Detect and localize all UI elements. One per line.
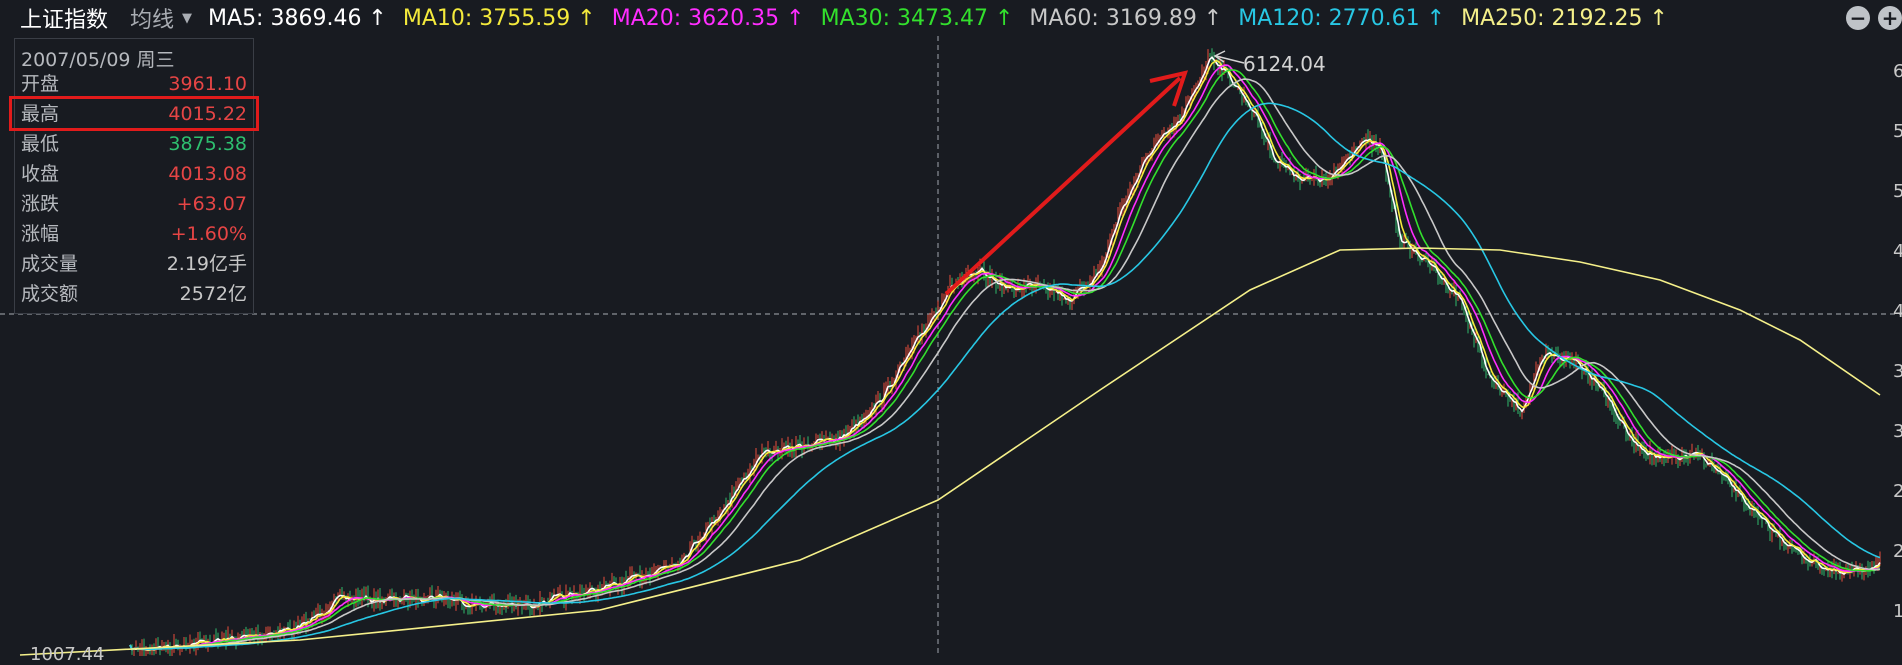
info-row-change: 涨跌 +63.07	[15, 189, 253, 219]
ma20-line	[129, 64, 1881, 651]
price-chart[interactable]: 6 5 5 4 4 3 3 2 2 1	[0, 36, 1902, 656]
y-tick-label: 1	[1893, 601, 1902, 622]
ma30-label: MA30: 3473.47 ↑	[820, 5, 1014, 31]
y-tick-label: 6	[1893, 61, 1902, 82]
change-pct-value: +1.60%	[170, 223, 247, 245]
y-tick-label: 2	[1893, 541, 1902, 562]
info-row-open: 开盘 3961.10	[15, 69, 253, 99]
y-tick-label: 3	[1893, 421, 1902, 442]
change-pct-label: 涨幅	[21, 223, 60, 245]
y-tick-label: 3	[1893, 361, 1902, 382]
ma30-line	[129, 69, 1881, 651]
ma250-label: MA250: 2192.25 ↑	[1461, 5, 1668, 31]
y-axis: 6 5 5 4 4 3 3 2 2 1	[1893, 61, 1902, 622]
low-label: 最低	[21, 133, 60, 155]
index-header: 上证指数 均线 ▼ MA5: 3869.46 ↑ MA10: 3755.59 ↑…	[0, 0, 1902, 36]
y-tick-label: 4	[1893, 301, 1902, 322]
low-value-label: 1007.44	[30, 644, 105, 665]
annotations	[944, 50, 1245, 296]
trend-arrow-head	[1149, 70, 1189, 107]
high-value: 4015.22	[168, 103, 247, 125]
peak-pointer	[1215, 55, 1245, 64]
ohlc-info-panel: 2007/05/09 周三 开盘 3961.10 最高 4015.22 最低 3…	[14, 38, 254, 314]
close-value: 4013.08	[168, 163, 247, 185]
info-row-change-pct: 涨幅 +1.60%	[15, 219, 253, 249]
open-label: 开盘	[21, 73, 60, 95]
crosshair	[0, 36, 1902, 656]
ma250-line	[19, 247, 1881, 656]
ma60-line	[129, 78, 1881, 651]
ma5-line	[129, 55, 1881, 652]
change-label: 涨跌	[21, 193, 60, 215]
y-tick-label: 4	[1893, 241, 1902, 262]
ma10-label: MA10: 3755.59 ↑	[402, 5, 596, 31]
ma10-line	[129, 59, 1881, 651]
close-label: 收盘	[21, 163, 60, 185]
ma60-label: MA60: 3169.89 ↑	[1029, 5, 1223, 31]
candlestick-series	[131, 48, 1881, 656]
volume-value: 2.19亿手	[166, 253, 247, 275]
indicator-mode-dropdown[interactable]: 均线 ▼	[130, 2, 192, 34]
index-title: 上证指数	[20, 8, 109, 33]
zoom-out-button[interactable]: −	[1846, 6, 1870, 30]
info-row-volume: 成交量 2.19亿手	[15, 249, 253, 279]
open-value: 3961.10	[168, 73, 247, 95]
info-row-low: 最低 3875.38	[15, 129, 253, 159]
turnover-value: 2572亿	[179, 283, 247, 305]
volume-label: 成交量	[21, 253, 79, 275]
turnover-label: 成交额	[21, 283, 79, 305]
info-row-high: 最高 4015.22	[15, 99, 253, 129]
ma120-label: MA120: 2770.61 ↑	[1238, 5, 1446, 31]
chevron-down-icon: ▼	[182, 10, 193, 26]
info-row-close: 收盘 4013.08	[15, 159, 253, 189]
high-label: 最高	[21, 103, 60, 125]
y-tick-label: 2	[1893, 481, 1902, 502]
peak-value-label: 6124.04	[1243, 52, 1326, 76]
y-tick-label: 5	[1893, 121, 1902, 142]
moving-average-lines	[19, 55, 1881, 656]
info-row-turnover: 成交额 2572亿	[15, 279, 253, 309]
info-date: 2007/05/09 周三	[21, 49, 175, 71]
ma120-line	[129, 102, 1881, 651]
change-value: +63.07	[176, 193, 247, 215]
high-highlight-box	[9, 96, 259, 131]
ma5-label: MA5: 3869.46 ↑	[208, 5, 387, 31]
indicator-mode-label: 均线	[130, 8, 175, 33]
trend-arrow-line	[944, 76, 1182, 296]
zoom-in-button[interactable]: +	[1878, 6, 1902, 30]
low-value: 3875.38	[168, 133, 247, 155]
y-tick-label: 5	[1893, 181, 1902, 202]
ma20-label: MA20: 3620.35 ↑	[611, 5, 805, 31]
